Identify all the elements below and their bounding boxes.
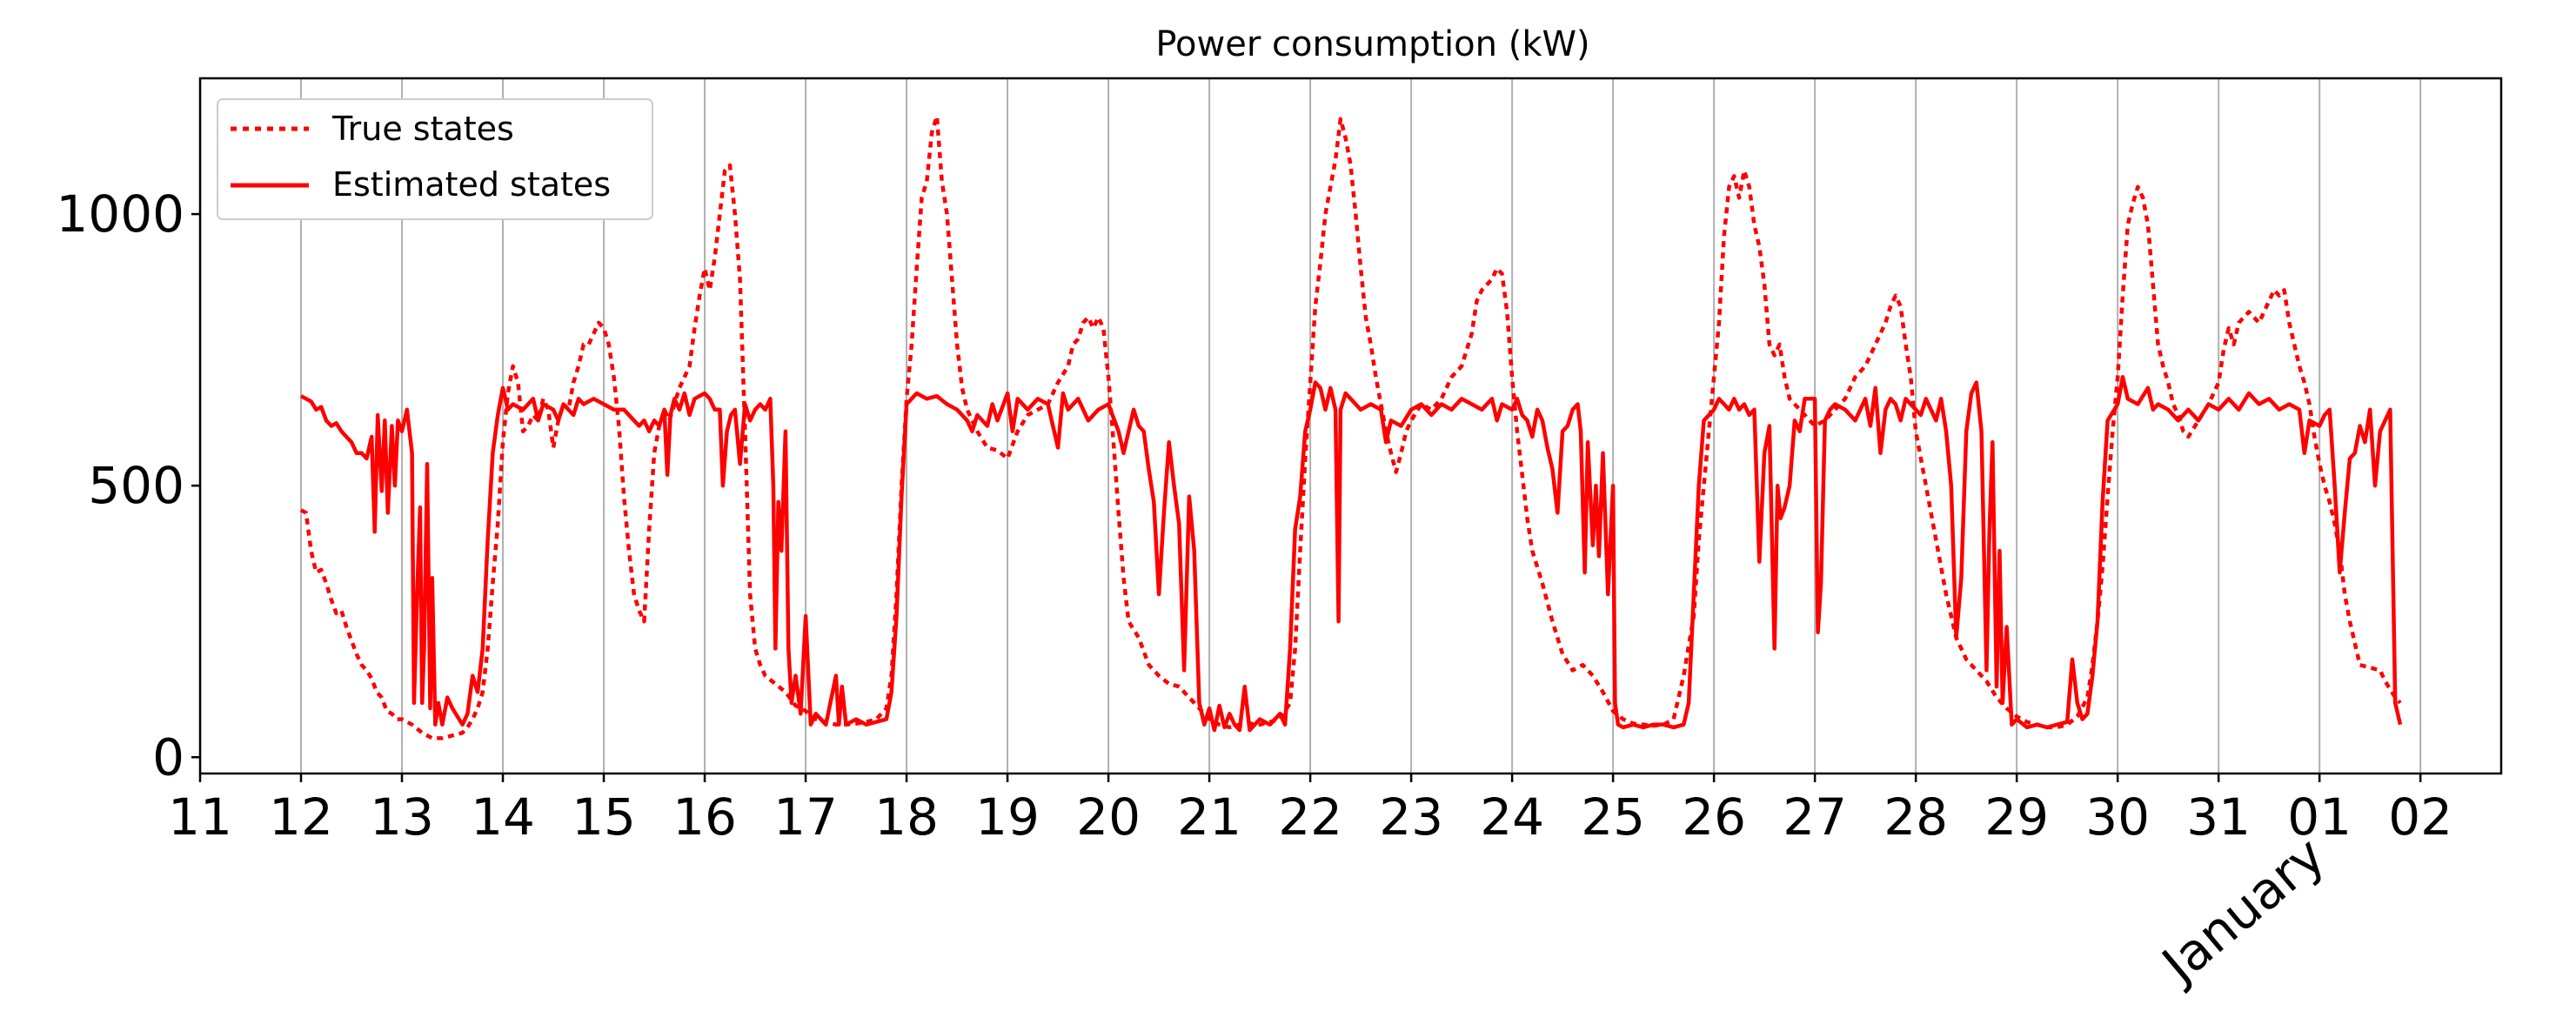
- x-tick-label: 25: [1581, 787, 1645, 847]
- x-tick-label: 02: [2388, 787, 2452, 847]
- x-tick-label: 26: [1682, 787, 1746, 847]
- y-tick-label: 0: [152, 727, 184, 787]
- y-tick-label: 1000: [56, 184, 184, 244]
- x-tick-label: 01: [2287, 787, 2352, 847]
- legend-label-estimated-states: Estimated states: [332, 165, 611, 204]
- x-tick-label: 16: [672, 787, 737, 847]
- x-tick-label: 27: [1783, 787, 1847, 847]
- x-tick-label: 13: [370, 787, 434, 847]
- x-tick-label: 28: [1883, 787, 1948, 847]
- x-tick-label: 17: [773, 787, 838, 847]
- x-tick-label: 30: [2085, 787, 2150, 847]
- plot-area-frame: [198, 77, 2503, 775]
- chart-title: Power consumption (kW): [1155, 24, 1589, 64]
- x-month-label: January: [2150, 826, 2336, 995]
- x-tick-label: 22: [1278, 787, 1342, 847]
- legend-box: [217, 98, 653, 220]
- x-tick-label: 21: [1177, 787, 1241, 847]
- x-tick-label: 29: [1984, 787, 2049, 847]
- x-tick-label: 23: [1379, 787, 1443, 847]
- legend-label-true-states: True states: [331, 110, 514, 148]
- series-line-estimated-states: [299, 375, 2403, 733]
- x-tick-label: 19: [975, 787, 1040, 847]
- legend: True states Estimated states: [217, 98, 653, 220]
- axes: 11 12 13 14 15 16 17 18 19 20 21 22 23 24 25 26 27 28 29 30…: [56, 184, 2452, 847]
- x-tick-label: 11: [168, 787, 232, 847]
- series-layer: [299, 114, 2403, 740]
- x-tick-label: 18: [874, 787, 939, 847]
- x-tick-label: 12: [269, 787, 333, 847]
- x-tick-label: 20: [1076, 787, 1141, 847]
- x-tick-label: 14: [471, 787, 535, 847]
- y-tick-label: 500: [88, 456, 184, 515]
- x-tick-label: 24: [1480, 787, 1544, 847]
- x-tick-label: 15: [572, 787, 636, 847]
- x-tick-label: 31: [2186, 787, 2251, 847]
